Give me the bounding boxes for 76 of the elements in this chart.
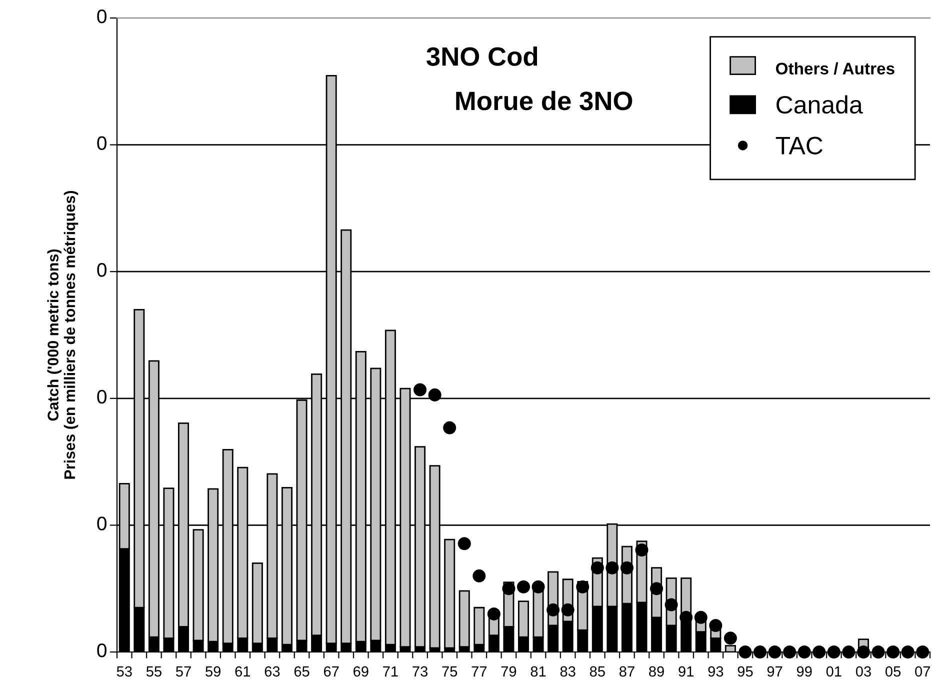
x-tick-label: 79 xyxy=(501,666,516,677)
text: 0 xyxy=(97,136,106,150)
x-tick-label: 95 xyxy=(738,666,753,677)
point xyxy=(812,645,826,659)
point xyxy=(798,645,811,659)
x-tick-label: 65 xyxy=(294,666,310,677)
legend-label: Others / Autres xyxy=(776,62,894,75)
point xyxy=(532,580,545,594)
point xyxy=(502,582,516,596)
x-tick-label: 55 xyxy=(146,666,162,677)
point xyxy=(694,610,708,624)
point xyxy=(576,580,590,594)
x-tick-label: 59 xyxy=(206,666,220,677)
bar xyxy=(444,538,456,649)
x-tick-label: 87 xyxy=(619,666,634,677)
x-tick-label: 83 xyxy=(560,666,576,677)
text: 0 xyxy=(97,9,106,24)
bar xyxy=(458,590,470,648)
point xyxy=(516,580,530,594)
point xyxy=(886,645,900,659)
x-tick-label: 07 xyxy=(915,666,930,677)
text: 0 xyxy=(97,390,106,404)
point xyxy=(606,561,619,574)
x-tick-label: 69 xyxy=(354,666,368,677)
point xyxy=(650,582,664,596)
x-tick-label: 99 xyxy=(796,666,812,677)
x-tick-label: 81 xyxy=(530,666,546,677)
x-tick-label: 67 xyxy=(324,666,339,677)
x-tick-label: 57 xyxy=(176,666,191,677)
point xyxy=(487,607,500,620)
point xyxy=(590,561,604,574)
point xyxy=(827,645,840,659)
x-tick-label: 91 xyxy=(678,666,694,677)
chart-title: 3NO Cod xyxy=(426,46,538,66)
point xyxy=(842,645,856,659)
point xyxy=(561,603,574,616)
point xyxy=(709,618,722,632)
point xyxy=(768,645,782,659)
point xyxy=(443,421,456,434)
point xyxy=(635,543,648,556)
x-tick-label: 53 xyxy=(116,666,132,677)
chart-subtitle: Morue de 3NO xyxy=(456,90,632,110)
x-tick-label: 93 xyxy=(708,666,724,677)
point xyxy=(856,645,870,659)
x-tick-label: 97 xyxy=(767,666,782,677)
x-tick-label: 01 xyxy=(826,666,842,677)
x-tick-label: 71 xyxy=(383,666,398,676)
x-tick-label: 89 xyxy=(649,666,664,677)
point xyxy=(754,645,767,659)
point xyxy=(724,632,737,645)
point xyxy=(664,598,678,612)
x-tick-label: 73 xyxy=(412,666,428,677)
x-tick-label: 61 xyxy=(235,666,250,677)
legend-label: TAC xyxy=(776,136,822,154)
text: 0 xyxy=(97,643,106,658)
text: 0 xyxy=(97,263,106,277)
x-tick-label: 77 xyxy=(472,666,487,676)
legend-label: Canada xyxy=(776,95,863,114)
point xyxy=(458,537,471,550)
point xyxy=(872,645,885,659)
point xyxy=(546,603,560,616)
point xyxy=(916,645,930,659)
x-tick-label: 63 xyxy=(264,666,280,677)
point xyxy=(414,383,427,396)
y-axis-title: Catch ('000 metric tons) Prises (en milliers de tonnes métriques) xyxy=(47,190,78,479)
point xyxy=(738,645,752,659)
point xyxy=(472,569,486,582)
x-tick-label: 05 xyxy=(886,666,901,677)
point xyxy=(901,645,914,659)
point xyxy=(428,388,442,402)
point xyxy=(783,645,796,659)
x-tick-label: 85 xyxy=(590,666,605,677)
x-tick-label: 75 xyxy=(442,666,458,677)
x-tick-label: 03 xyxy=(856,666,871,677)
text: 0 xyxy=(97,516,106,530)
point xyxy=(620,561,634,574)
